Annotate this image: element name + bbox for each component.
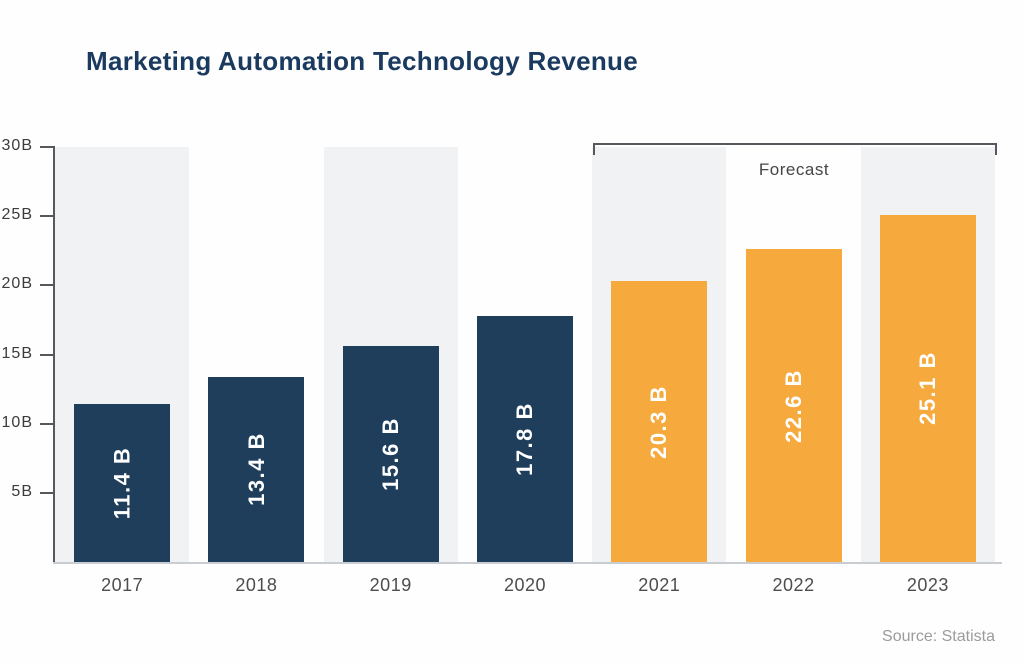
y-axis-tick-label-15B: 15B bbox=[1, 344, 33, 362]
y-axis-tick-25B bbox=[40, 215, 55, 218]
y-axis-tick-label-10B: 10B bbox=[1, 413, 33, 431]
bar-2022: 22.6 B bbox=[745, 249, 842, 562]
bar-value-label-2019: 15.6 B bbox=[377, 417, 403, 491]
bar-value-label-2018: 13.4 B bbox=[243, 432, 269, 507]
chart-plot-area: Forecast 11.4 B 2017 13.4 B 2018 15.6 B 2019 1… bbox=[2, 137, 1002, 595]
bar-2018: 13.4 B bbox=[208, 376, 305, 562]
bar-2020: 17.8 B bbox=[477, 315, 573, 562]
x-axis-label-2022: 2022 bbox=[772, 575, 815, 595]
source-attribution: Source: Statista bbox=[882, 628, 995, 645]
y-axis-tick-label-20B: 20B bbox=[1, 275, 33, 293]
y-axis-tick-label-5B: 5B bbox=[11, 482, 33, 500]
bar-2023: 25.1 B bbox=[879, 214, 976, 562]
y-axis-tick-10B bbox=[40, 422, 55, 425]
y-axis-tick-label-30B: 30B bbox=[1, 137, 33, 154]
bar-2021: 20.3 B bbox=[611, 281, 708, 562]
bar-value-label-2021: 20.3 B bbox=[646, 384, 672, 459]
y-axis-tick-label-25B: 25B bbox=[1, 206, 33, 224]
x-axis-line bbox=[53, 562, 1002, 564]
y-axis-tick-15B bbox=[40, 353, 55, 356]
x-axis-label-2018: 2018 bbox=[235, 575, 278, 595]
x-axis-label-2020: 2020 bbox=[503, 575, 546, 595]
x-axis-label-2019: 2019 bbox=[369, 575, 412, 595]
bar-2017: 11.4 B bbox=[74, 404, 171, 562]
y-axis-tick-30B bbox=[40, 146, 55, 148]
bar-value-label-2017: 11.4 B bbox=[109, 446, 135, 520]
bar-value-label-2020: 17.8 B bbox=[511, 401, 537, 476]
bar-value-label-2023: 25.1 B bbox=[914, 351, 940, 426]
y-axis-line bbox=[53, 147, 55, 564]
x-axis-label-2021: 2021 bbox=[638, 575, 681, 595]
x-axis-label-2023: 2023 bbox=[906, 575, 949, 595]
y-axis-tick-20B bbox=[40, 284, 55, 287]
bar-value-label-2022: 22.6 B bbox=[780, 368, 806, 443]
x-axis-label-2017: 2017 bbox=[101, 575, 144, 595]
y-axis-tick-5B bbox=[40, 491, 55, 494]
chart-title: Marketing Automation Technology Revenue bbox=[86, 46, 638, 76]
forecast-annotation: Forecast bbox=[758, 160, 830, 179]
bar-2019: 15.6 B bbox=[342, 346, 439, 562]
forecast-bracket bbox=[593, 143, 997, 155]
